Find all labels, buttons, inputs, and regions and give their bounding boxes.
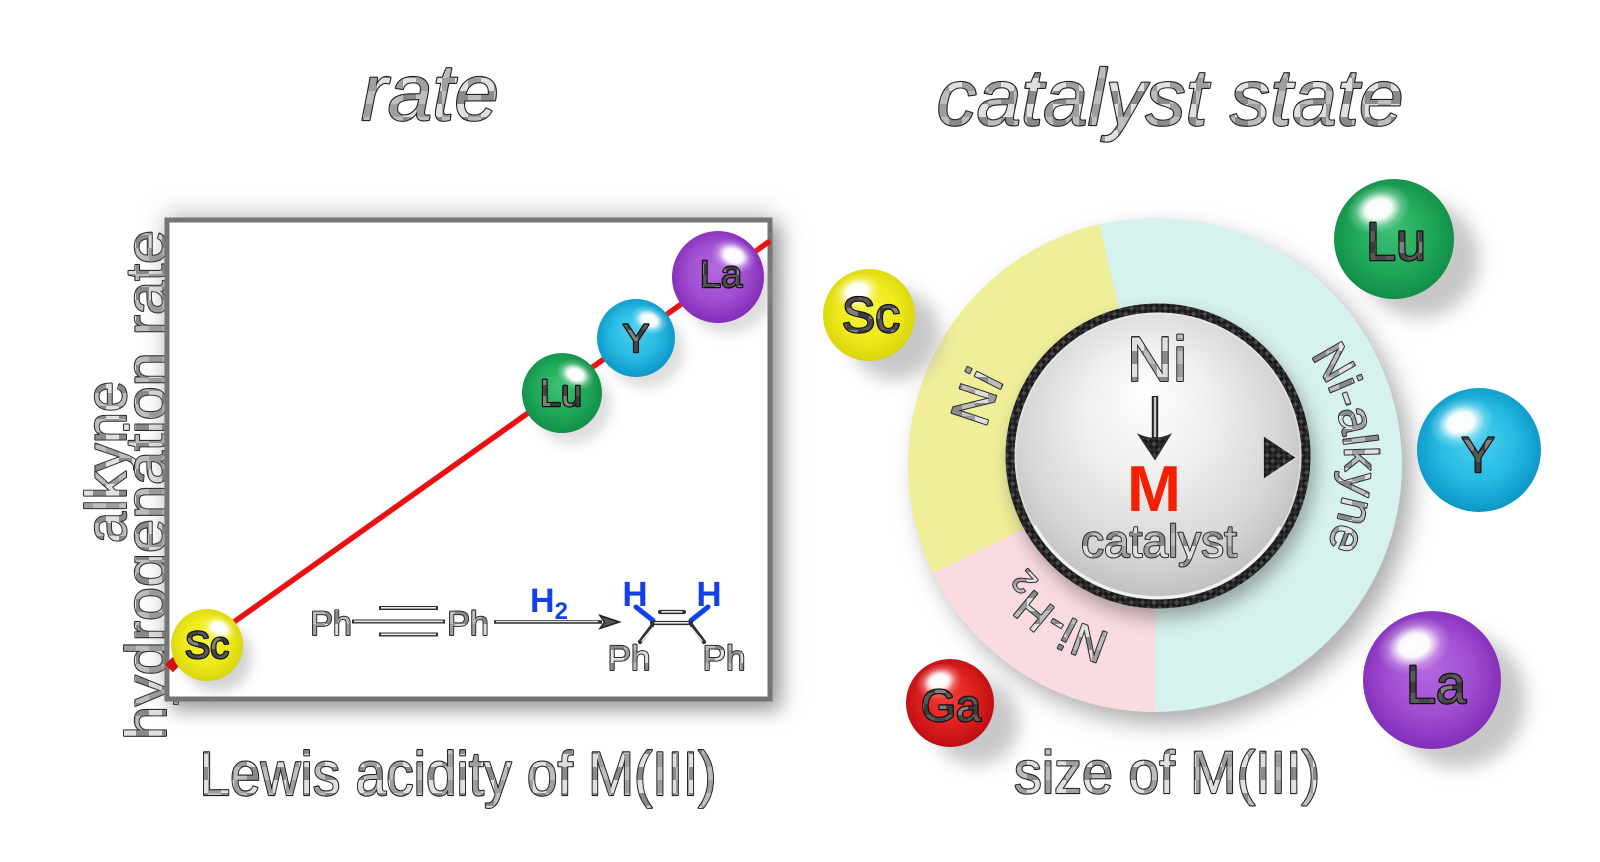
svg-text:Sc: Sc [842, 287, 900, 343]
svg-text:Ph: Ph [608, 639, 651, 678]
svg-text:catalyst state: catalyst state [937, 53, 1404, 142]
svg-text:Y: Y [1461, 427, 1494, 483]
svg-text:Ni: Ni [1127, 323, 1187, 395]
svg-text:catalyst: catalyst [1081, 515, 1237, 567]
svg-text:Ph: Ph [447, 605, 489, 643]
svg-text:Lu: Lu [540, 373, 582, 415]
svg-text:alkyne: alkyne [74, 381, 139, 543]
svg-text:M: M [1127, 452, 1181, 525]
svg-text:Ga: Ga [921, 680, 982, 731]
svg-text:rate: rate [361, 48, 499, 137]
svg-text:size of M(III): size of M(III) [1014, 739, 1320, 806]
svg-text:Lewis acidity of M(III): Lewis acidity of M(III) [200, 740, 717, 809]
svg-text:Y: Y [623, 317, 650, 361]
svg-text:La: La [1406, 655, 1467, 715]
svg-text:La: La [700, 254, 743, 296]
svg-text:Lu: Lu [1366, 212, 1426, 272]
svg-text:Ph: Ph [310, 605, 352, 643]
svg-text:Ph: Ph [703, 639, 746, 678]
svg-text:Sc: Sc [185, 625, 229, 667]
